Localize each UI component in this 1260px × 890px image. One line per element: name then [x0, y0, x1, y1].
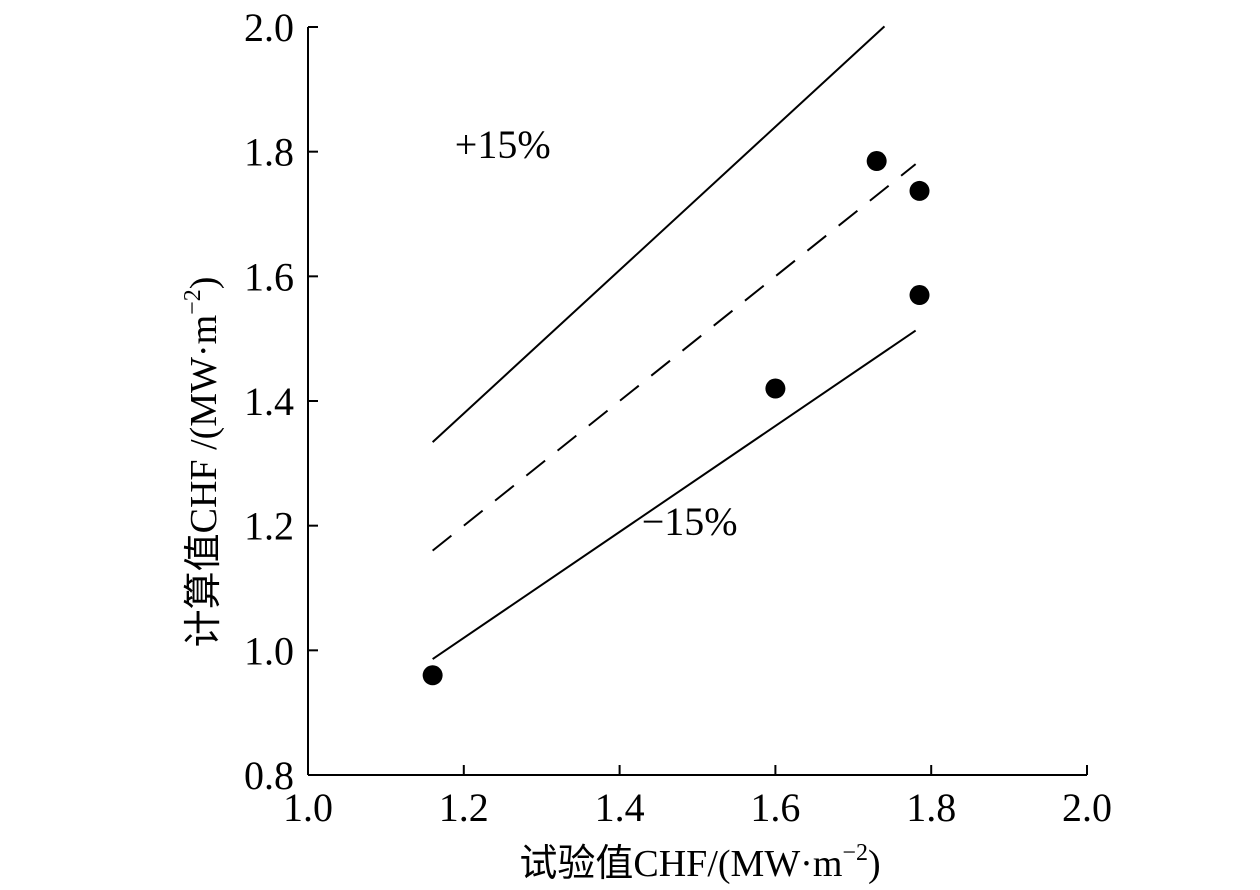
axes — [307, 27, 1087, 776]
x-axis-title: 试验值CHF/(MW·m−2) — [519, 840, 880, 885]
annotation-label: +15% — [455, 122, 551, 167]
x-ticks: 1.0 1.2 1.4 1.6 1.8 2.0 — [283, 765, 1112, 830]
y-tick-label: 2.0 — [244, 5, 294, 50]
x-tick-label: 2.0 — [1062, 785, 1112, 830]
reference-line-plus-15 — [431, 25, 886, 443]
data-point — [422, 665, 443, 686]
annotation-label: −15% — [642, 499, 738, 544]
reference-line-minus-15 — [432, 329, 917, 660]
annotations: +15% −15% — [455, 122, 738, 544]
y-tick-label: 1.4 — [244, 379, 294, 424]
x-tick-label: 1.2 — [439, 785, 489, 830]
data-point — [866, 151, 887, 172]
x-tick-label: 1.8 — [906, 785, 956, 830]
y-tick-label: 0.8 — [244, 753, 294, 798]
data-point — [765, 378, 786, 399]
data-points — [422, 151, 930, 686]
y-tick-label: 1.8 — [244, 130, 294, 175]
y-tick-label: 1.6 — [244, 254, 294, 299]
y-tick-label: 1.2 — [244, 504, 294, 549]
y-axis-title: 计算值CHF /(MW·m−2) — [180, 277, 225, 648]
y-ticks: 0.8 1.0 1.2 1.4 1.6 1.8 2.0 — [244, 5, 318, 798]
reference-line-identity — [432, 163, 917, 552]
x-tick-label: 1.6 — [750, 785, 800, 830]
x-tick-label: 1.0 — [283, 785, 333, 830]
data-point — [909, 285, 930, 306]
x-tick-label: 1.4 — [595, 785, 645, 830]
reference-lines — [431, 25, 917, 660]
y-tick-label: 1.0 — [244, 628, 294, 673]
data-point — [909, 180, 930, 201]
